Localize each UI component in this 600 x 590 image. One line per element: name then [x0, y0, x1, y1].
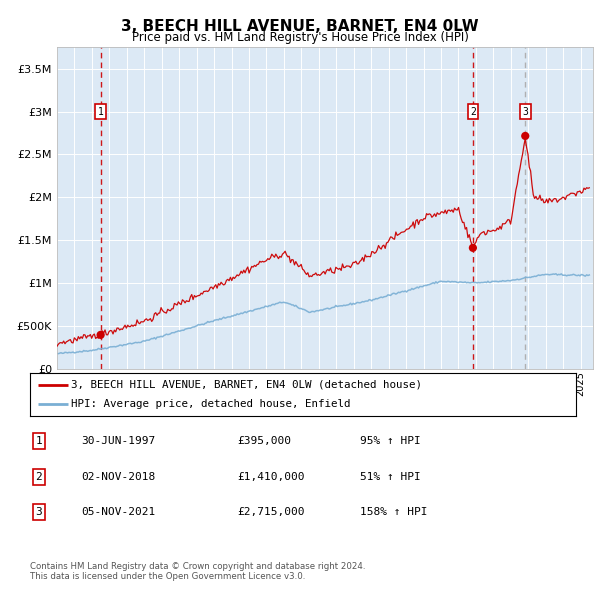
Text: This data is licensed under the Open Government Licence v3.0.: This data is licensed under the Open Gov… [30, 572, 305, 581]
Text: 2: 2 [470, 107, 476, 116]
Text: HPI: Average price, detached house, Enfield: HPI: Average price, detached house, Enfi… [71, 399, 350, 409]
Text: 51% ↑ HPI: 51% ↑ HPI [360, 472, 421, 481]
Text: 95% ↑ HPI: 95% ↑ HPI [360, 437, 421, 446]
Text: £1,410,000: £1,410,000 [237, 472, 305, 481]
Text: 1: 1 [35, 437, 43, 446]
Text: 3, BEECH HILL AVENUE, BARNET, EN4 0LW: 3, BEECH HILL AVENUE, BARNET, EN4 0LW [121, 19, 479, 34]
Text: 3: 3 [523, 107, 528, 116]
Text: 3, BEECH HILL AVENUE, BARNET, EN4 0LW (detached house): 3, BEECH HILL AVENUE, BARNET, EN4 0LW (d… [71, 380, 422, 390]
Text: 1: 1 [98, 107, 104, 116]
Text: Price paid vs. HM Land Registry's House Price Index (HPI): Price paid vs. HM Land Registry's House … [131, 31, 469, 44]
Text: 30-JUN-1997: 30-JUN-1997 [81, 437, 155, 446]
Text: £2,715,000: £2,715,000 [237, 507, 305, 517]
Text: Contains HM Land Registry data © Crown copyright and database right 2024.: Contains HM Land Registry data © Crown c… [30, 562, 365, 571]
Point [468, 243, 478, 253]
Text: 02-NOV-2018: 02-NOV-2018 [81, 472, 155, 481]
Text: £395,000: £395,000 [237, 437, 291, 446]
Text: 3: 3 [35, 507, 43, 517]
Text: 2: 2 [35, 472, 43, 481]
Point [96, 330, 106, 340]
Text: 05-NOV-2021: 05-NOV-2021 [81, 507, 155, 517]
Point [520, 131, 530, 140]
Text: 158% ↑ HPI: 158% ↑ HPI [360, 507, 427, 517]
